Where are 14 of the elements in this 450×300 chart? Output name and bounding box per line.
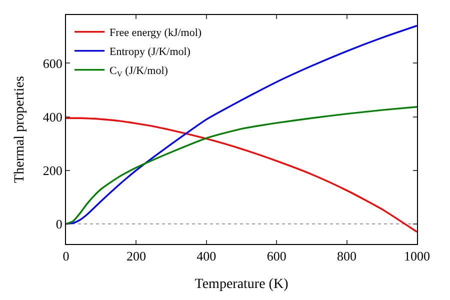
x-tick-label: 1000	[404, 248, 430, 264]
y-axis-title: Thermal properties	[12, 76, 28, 183]
y-tick-label: 0	[56, 216, 62, 232]
legend-label: Entropy (J/K/mol)	[110, 46, 191, 58]
x-axis-title: Temperature (K)	[194, 276, 289, 292]
y-tick-label: 600	[42, 56, 62, 71]
x-tick-label: 600	[266, 248, 286, 264]
legend-label: Free energy (kJ/mol)	[110, 27, 202, 40]
x-tick-label: 400	[196, 248, 216, 264]
y-tick-label: 400	[42, 109, 62, 124]
y-tick-label: 200	[42, 162, 62, 178]
x-tick-label: 200	[126, 248, 146, 264]
x-tick-label: 800	[337, 248, 357, 264]
legend-label: C$_{V}$ (J/K/mol)	[110, 65, 168, 78]
